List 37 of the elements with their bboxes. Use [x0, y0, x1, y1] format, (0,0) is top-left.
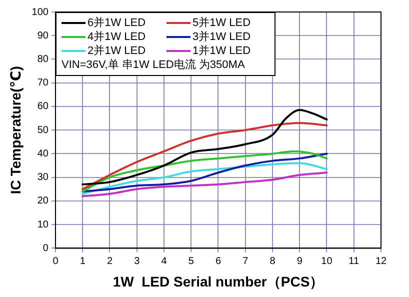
x-tick-label: 4: [161, 256, 168, 267]
x-tick-label: 11: [348, 256, 360, 267]
y-tick-label: 50: [37, 124, 49, 136]
x-tick-label: 7: [242, 256, 249, 267]
x-axis-title: 1W LED Serial number（PCS）: [112, 273, 324, 290]
x-tick-label: 5: [188, 256, 194, 267]
legend-label: 5并1W LED: [192, 16, 251, 30]
y-tick-label: 100: [32, 6, 49, 18]
line-series: [82, 162, 328, 195]
y-tick-label: 90: [37, 30, 49, 42]
y-tick-label: 60: [37, 101, 49, 112]
line-series: [82, 109, 328, 186]
x-tick-label: 8: [270, 256, 276, 267]
legend-label: 4并1W LED: [87, 30, 146, 44]
legend-label: 6并1W LED: [87, 16, 146, 30]
legend-label: 2并1W LED: [87, 44, 146, 58]
x-tick-label: 3: [134, 256, 140, 267]
x-tick-label: 10: [321, 256, 333, 267]
x-tick-label: 1: [80, 256, 86, 267]
y-tick-label: 80: [37, 54, 49, 65]
legend-label: 3并1W LED: [192, 30, 251, 44]
line-series: [82, 122, 328, 190]
y-tick-label: 70: [37, 78, 49, 89]
x-tick-label: 0: [52, 256, 59, 267]
y-tick-label: 30: [37, 172, 49, 184]
y-tick-label: 10: [37, 219, 49, 230]
legend-label: 1并1W LED: [192, 44, 251, 58]
annotation: VIN=36V,单 串1W LED电流 为350MA: [61, 58, 246, 72]
y-tick-label: 20: [37, 196, 49, 207]
y-tick-label: 0: [42, 242, 49, 254]
x-tick-label: 6: [215, 256, 222, 267]
line-series: [82, 172, 328, 198]
y-tick-label: 40: [37, 148, 49, 160]
x-tick-label: 2: [106, 256, 113, 267]
x-tick-label: 12: [375, 256, 387, 267]
y-axis-title: IC Temperature(℃): [7, 66, 24, 194]
x-tick-label: 9: [296, 256, 303, 267]
